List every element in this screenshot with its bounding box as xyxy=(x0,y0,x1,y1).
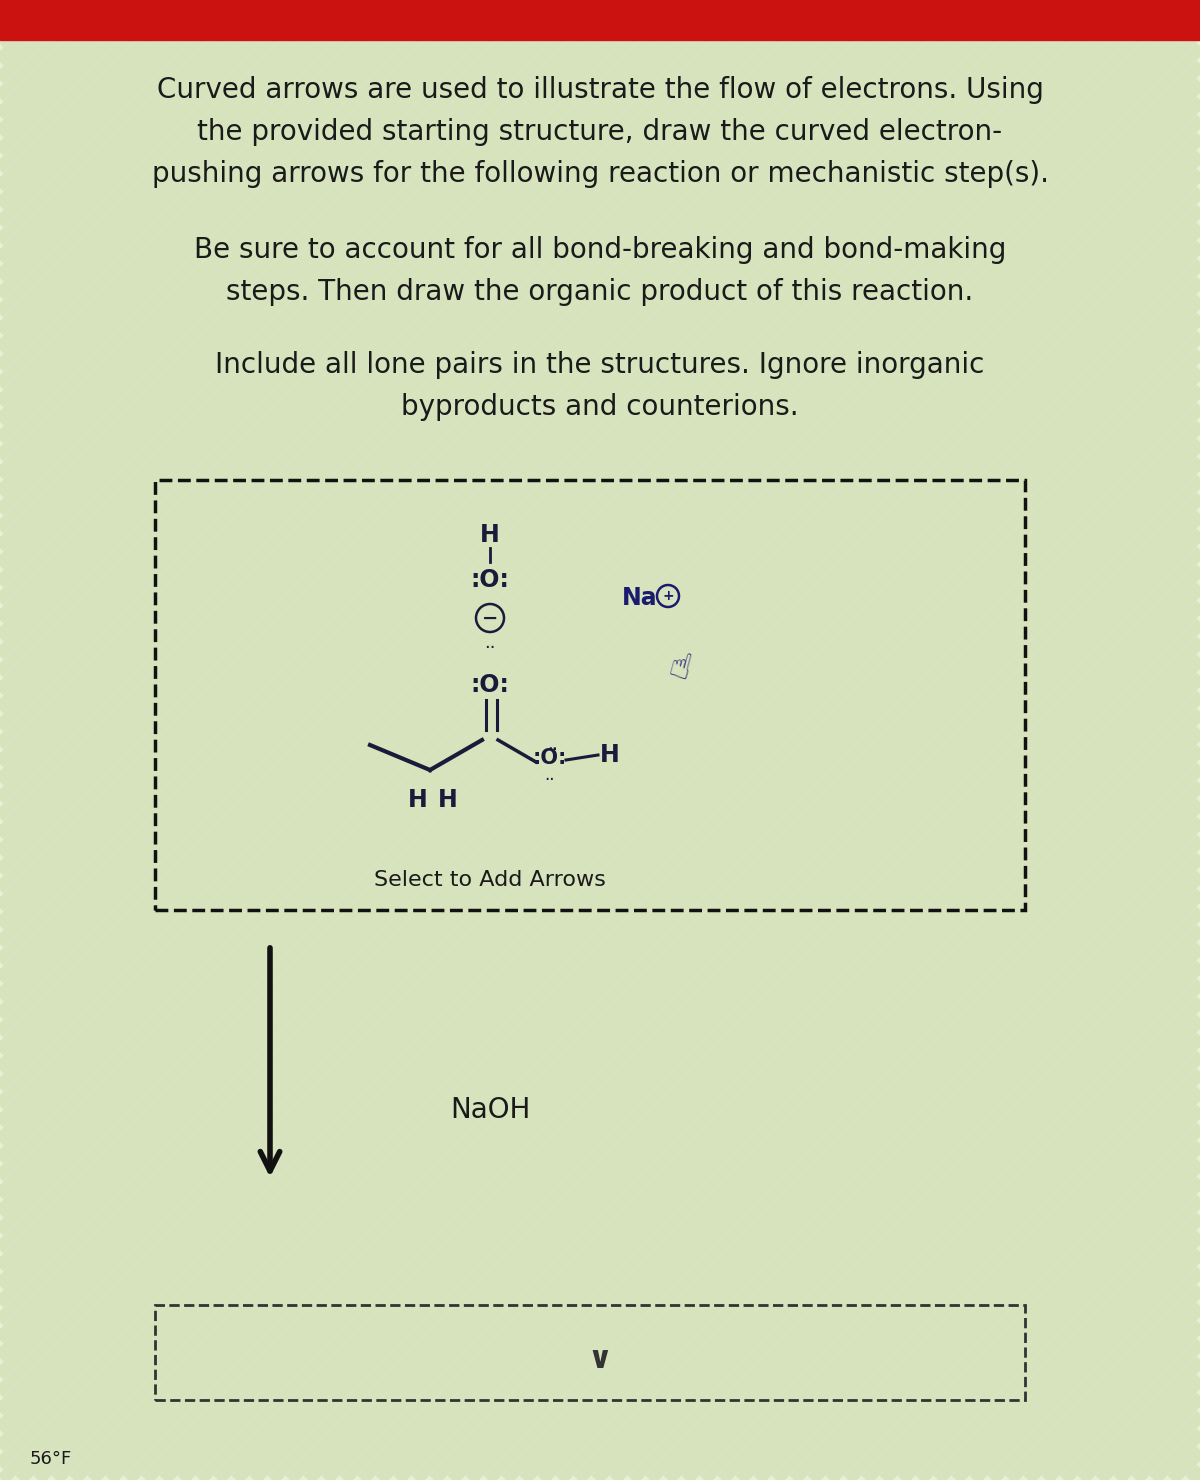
Text: ☝: ☝ xyxy=(665,648,695,687)
Text: ∨: ∨ xyxy=(588,1345,612,1375)
Text: :O:: :O: xyxy=(470,568,510,592)
Text: H: H xyxy=(438,787,458,813)
Text: byproducts and counterions.: byproducts and counterions. xyxy=(401,394,799,420)
Text: ··: ·· xyxy=(545,771,556,789)
Text: Na: Na xyxy=(622,586,658,610)
Text: :O:: :O: xyxy=(470,673,510,697)
Text: −: − xyxy=(482,608,498,628)
Text: Include all lone pairs in the structures. Ignore inorganic: Include all lone pairs in the structures… xyxy=(215,351,985,379)
Text: H: H xyxy=(408,787,428,813)
Text: Select to Add Arrows: Select to Add Arrows xyxy=(374,870,606,889)
Text: 56°F: 56°F xyxy=(30,1450,72,1468)
Text: +: + xyxy=(662,589,674,602)
Text: the provided starting structure, draw the curved electron-: the provided starting structure, draw th… xyxy=(198,118,1002,147)
Bar xyxy=(0,0,1200,40)
Bar xyxy=(155,1305,1025,1400)
Text: H: H xyxy=(600,743,620,767)
Text: H: H xyxy=(480,522,500,548)
Bar xyxy=(155,480,1025,910)
Text: NaOH: NaOH xyxy=(450,1097,530,1123)
Text: steps. Then draw the organic product of this reaction.: steps. Then draw the organic product of … xyxy=(227,278,973,306)
Text: pushing arrows for the following reaction or mechanistic step(s).: pushing arrows for the following reactio… xyxy=(151,160,1049,188)
Text: Curved arrows are used to illustrate the flow of electrons. Using: Curved arrows are used to illustrate the… xyxy=(156,75,1044,104)
Text: :Ö:: :Ö: xyxy=(533,747,568,768)
Text: Be sure to account for all bond-breaking and bond-making: Be sure to account for all bond-breaking… xyxy=(194,235,1006,263)
Text: ··: ·· xyxy=(485,639,496,657)
